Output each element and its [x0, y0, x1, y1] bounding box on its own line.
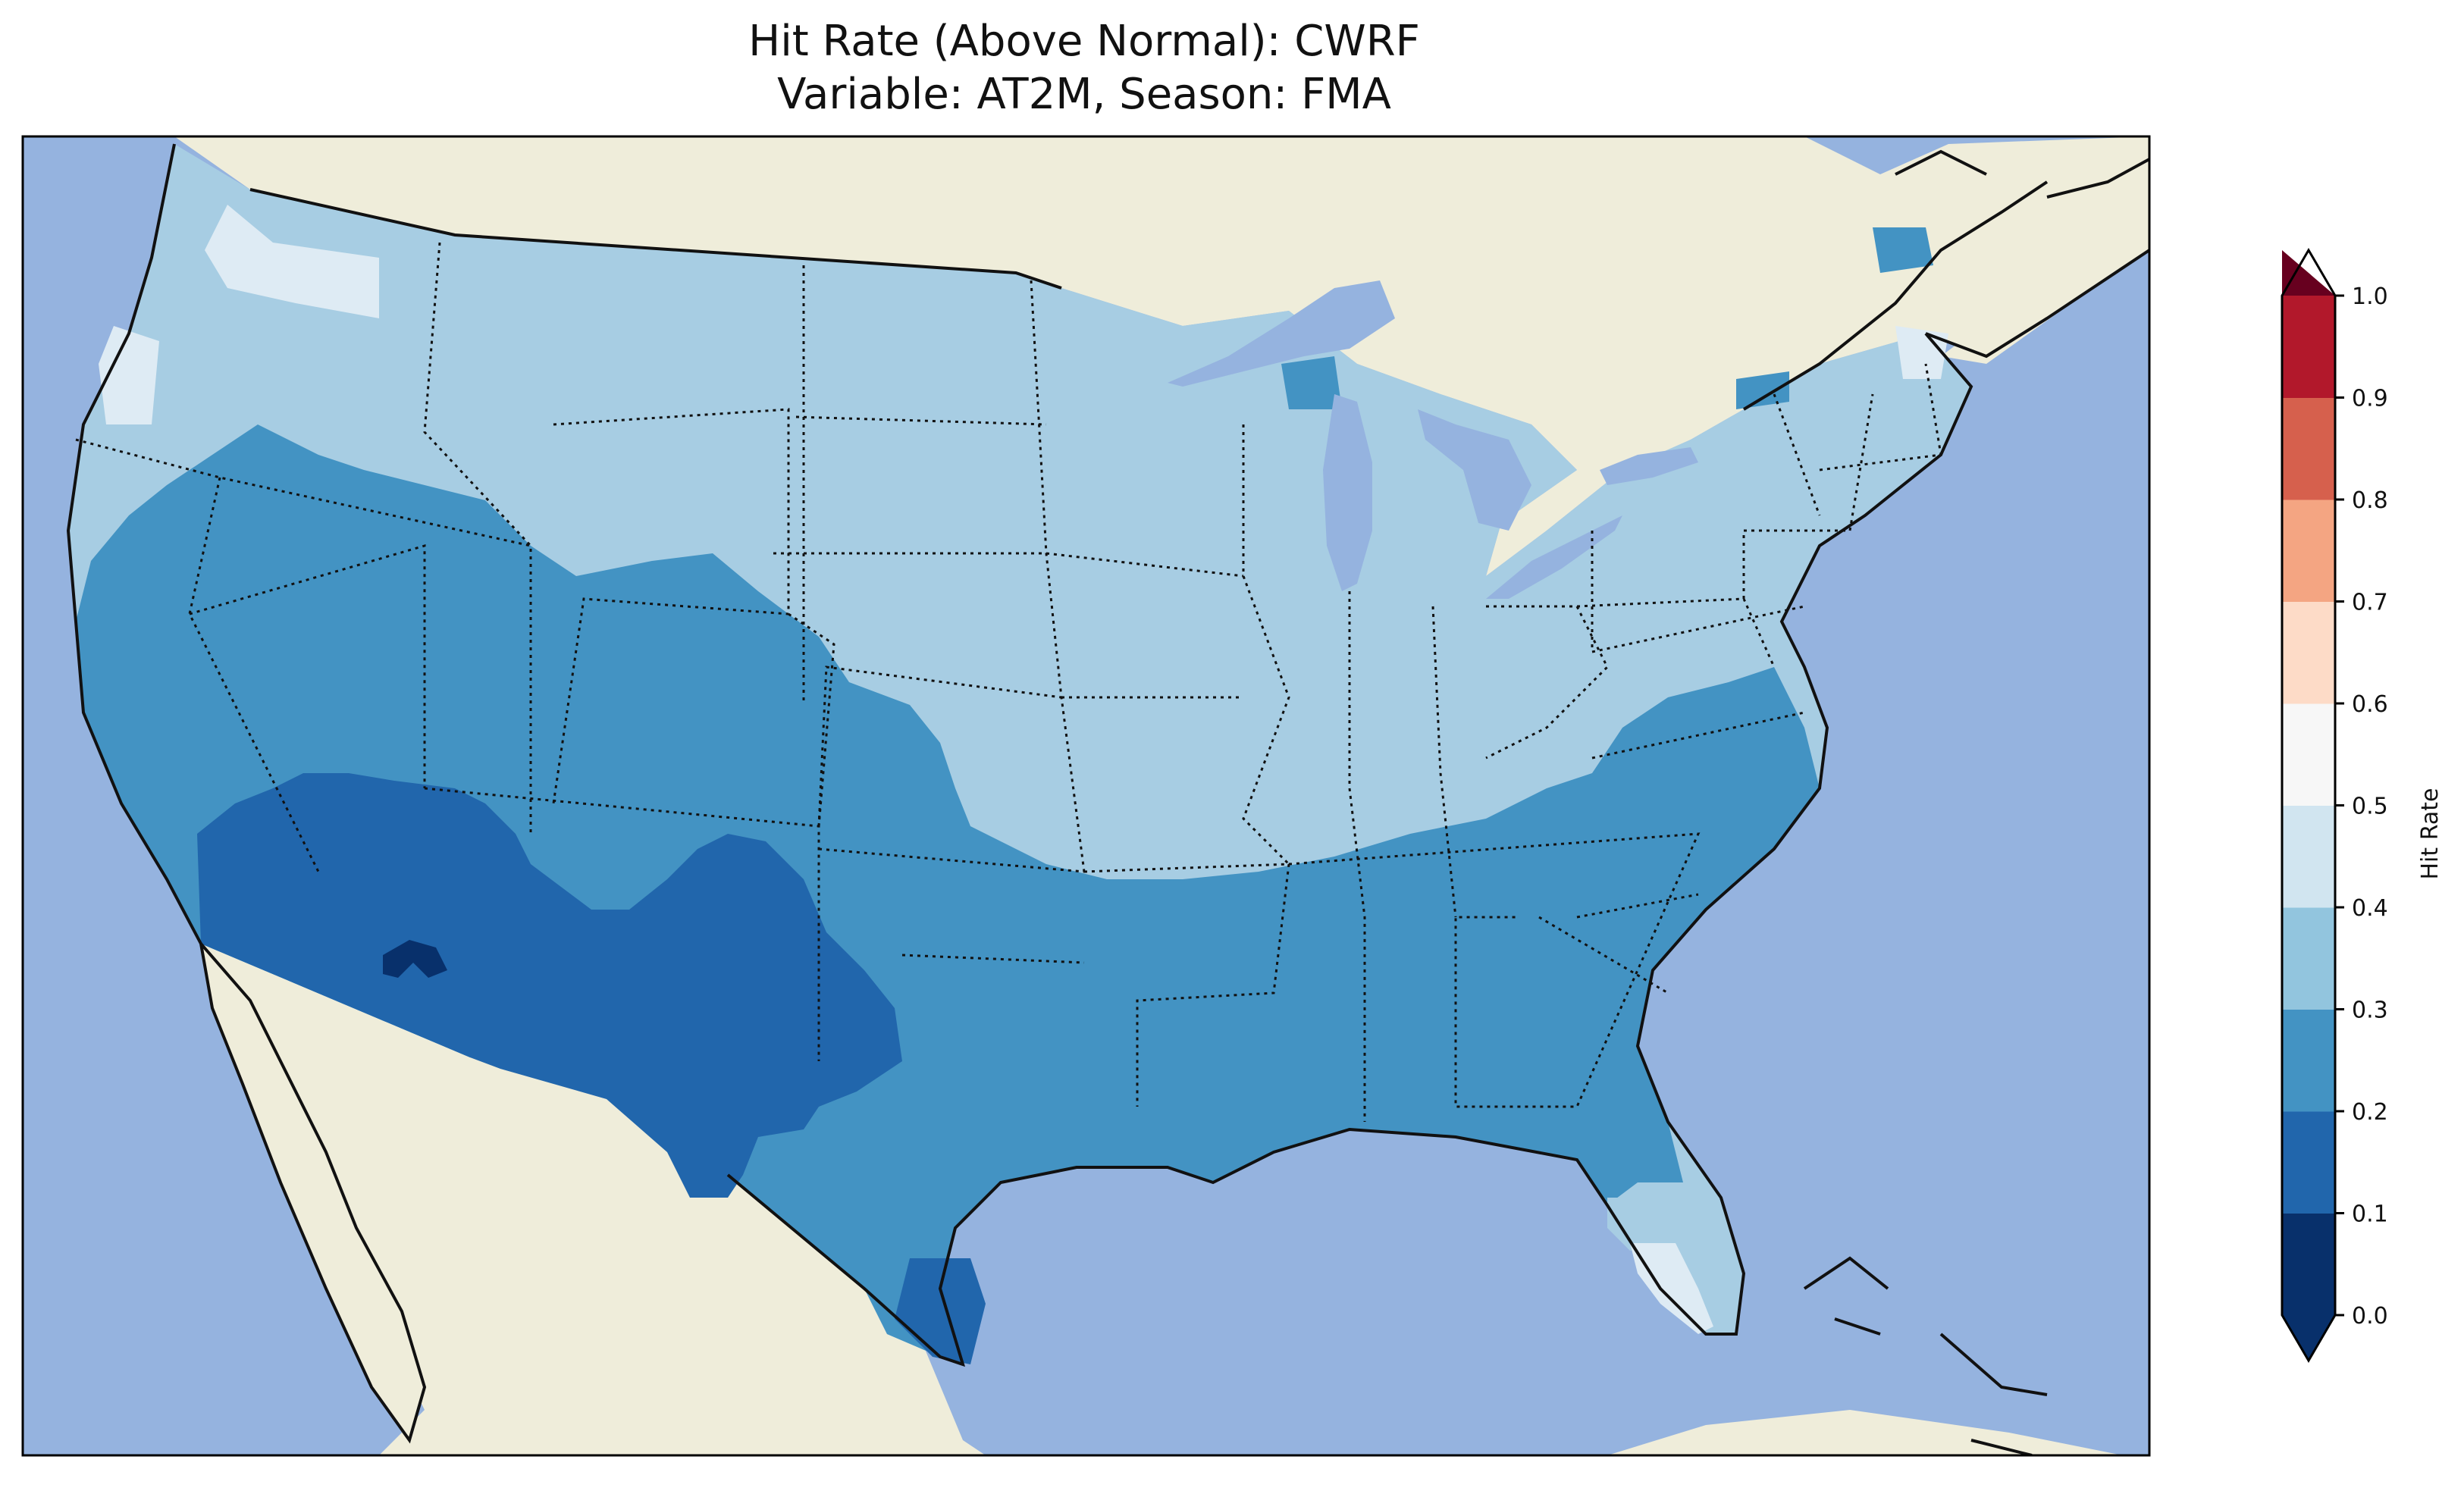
maritimes-land: [1941, 220, 2149, 364]
colorbar-label: Hit Rate: [2417, 788, 2444, 880]
nw-coast-fill-0.4-0.5: [99, 326, 159, 424]
colorbar-bin: [2282, 1009, 2335, 1112]
baja-land: [201, 944, 425, 1440]
michigan-fill-0.2-0.3: [1281, 356, 1342, 409]
colorbar: 0.0 0.1 0.2 0.3 0.4 0.5 0.6 0.7 0.8 0.9 1.0 Hit Ra…: [2281, 248, 2444, 1363]
colorbar-tick-label: 0.6: [2352, 691, 2388, 718]
lake-erie: [1486, 515, 1622, 599]
colorbar-tick-label: 0.9: [2352, 386, 2388, 412]
maine-fill-0.2-0.3: [1873, 227, 1933, 273]
lake-huron: [1418, 409, 1531, 531]
map-frame: [21, 135, 2151, 1457]
colorbar-tick-label: 0.4: [2352, 895, 2388, 922]
colorbar-bin: [2282, 1213, 2335, 1316]
colorbar-bin: [2282, 397, 2335, 500]
maine-fill-0.4-0.5: [1895, 326, 1948, 379]
florida-fill-0.4-0.5: [1630, 1243, 1713, 1334]
colorbar-bins: [2282, 296, 2335, 1316]
colorbar-bin: [2282, 703, 2335, 806]
colorbar-bin: [2282, 500, 2335, 602]
lake-ontario: [1600, 447, 1698, 485]
canada-land: [174, 136, 2149, 576]
colorbar-ticks: 0.0 0.1 0.2 0.3 0.4 0.5 0.6 0.7 0.8 0.9 1.0: [2335, 283, 2388, 1330]
colorbar-tick-label: 1.0: [2352, 283, 2388, 310]
chart-title: Hit Rate (Above Normal): CWRF: [748, 17, 1420, 66]
south-fill-0.2-0.3: [76, 424, 1820, 1364]
chart-subtitle: Variable: AT2M, Season: FMA: [777, 70, 1391, 119]
lake-michigan: [1323, 394, 1372, 591]
colorbar-tick-label: 0.0: [2352, 1303, 2388, 1330]
map-area: [23, 136, 2149, 1455]
colorbar-tick-label: 0.1: [2352, 1201, 2388, 1228]
coastlines: [66, 143, 2149, 1455]
colorbar-tick-label: 0.7: [2352, 590, 2388, 616]
florida-fill-0.3-0.4: [1607, 1198, 1676, 1251]
arizona-fill-lt-0.1: [383, 940, 447, 978]
colorbar-extend-top: [2282, 250, 2335, 296]
colorbar-bin: [2282, 296, 2335, 398]
colorbar-tick-label: 0.5: [2352, 794, 2388, 820]
ny-fill-0.2-0.3: [1736, 371, 1789, 409]
southwest-fill-0.1-0.2: [197, 773, 902, 1198]
lake-superior: [1168, 280, 1395, 387]
cuba-land: [1607, 1410, 2123, 1455]
colorbar-tick-label: 0.2: [2352, 1099, 2388, 1126]
colorbar-extend-bottom: [2282, 1315, 2335, 1361]
colorbar-bin: [2282, 907, 2335, 1010]
colorbar-bin: [2282, 1111, 2335, 1214]
nw-fill-0.4-0.5: [205, 205, 379, 318]
colorbar-bin: [2282, 805, 2335, 908]
colorbar-tick-label: 0.3: [2352, 998, 2388, 1024]
colorbar-tick-label: 0.8: [2352, 487, 2388, 514]
colorbar-bin: [2282, 601, 2335, 704]
